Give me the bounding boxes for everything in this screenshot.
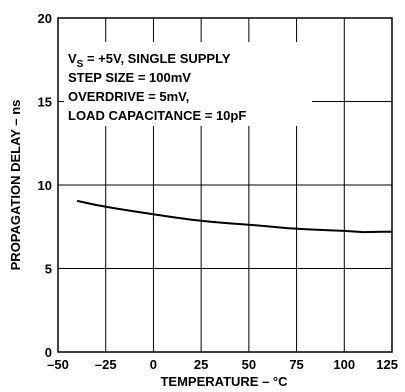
y-tick-labels: 0 5 10 15 20 — [38, 11, 52, 360]
y-tick-label: 0 — [45, 345, 52, 360]
x-tick-label: 0 — [150, 357, 157, 372]
y-tick-label: 10 — [38, 178, 52, 193]
y-tick-label: 20 — [38, 11, 52, 26]
plot-frame — [57, 17, 393, 353]
series-line — [76, 199, 392, 234]
x-axis-label: TEMPERATURE – °C — [160, 374, 288, 389]
annotation-overdrive: OVERDRIVE = 5mV, — [68, 89, 189, 104]
x-tick-label: 125 — [376, 357, 398, 372]
y-axis-label: PROPAGATION DELAY – ns — [8, 100, 23, 271]
y-tick-label: 5 — [45, 262, 52, 277]
y-tick-label: 15 — [38, 95, 52, 110]
x-tick-label: 50 — [242, 357, 256, 372]
x-tick-label: 25 — [194, 357, 208, 372]
annotation-background — [64, 42, 312, 126]
x-tick-label: –25 — [95, 357, 117, 372]
x-tick-label: 100 — [333, 357, 355, 372]
x-tick-label: –50 — [47, 357, 69, 372]
annotation-step-size: STEP SIZE = 100mV — [68, 70, 191, 85]
x-tick-labels: –50 –25 0 25 50 75 100 125 — [47, 357, 398, 372]
annotation-supply: VS = +5V, SINGLE SUPPLY — [68, 51, 231, 70]
annotation-load-capacitance: LOAD CAPACITANCE = 10pF — [68, 108, 246, 123]
x-tick-label: 75 — [289, 357, 303, 372]
